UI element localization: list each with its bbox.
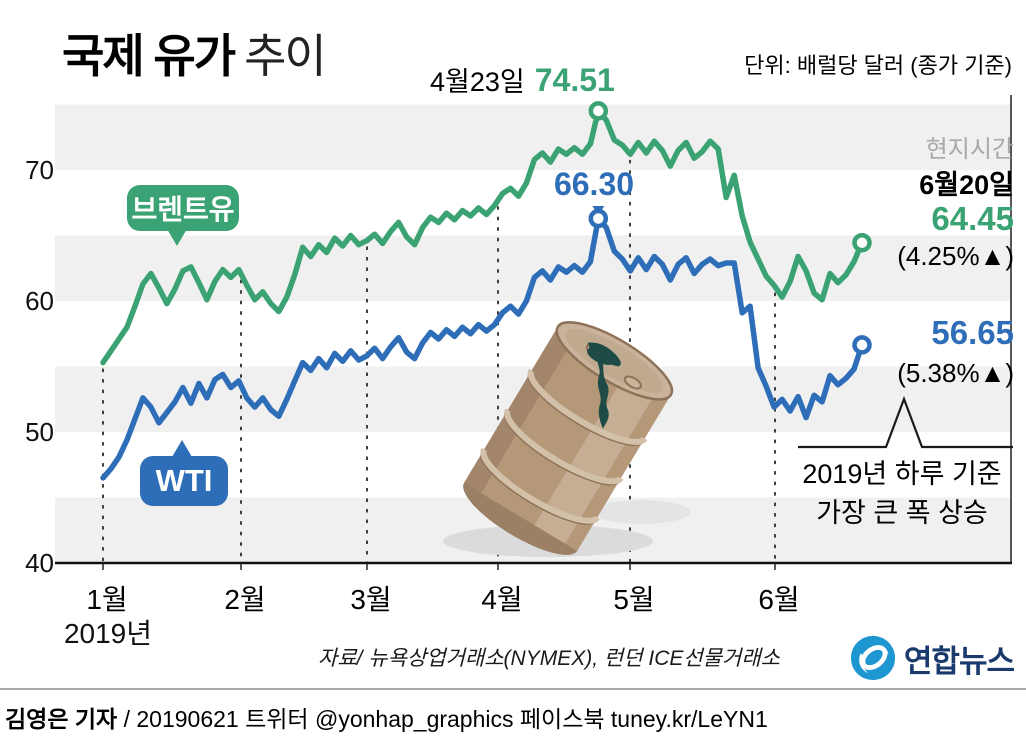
brent-series-badge: 브렌트유 (127, 185, 239, 246)
yonhap-logo: 연합뉴스 (848, 633, 1015, 683)
wti-badge-tail (172, 440, 192, 457)
y-tick-label: 50 (25, 417, 54, 447)
footer-divider (0, 688, 1026, 690)
local-time-label: 현지시간 (925, 136, 1014, 163)
unit-note: 단위: 배럴당 달러 (종가 기준) (744, 53, 1012, 78)
brent-peak-annotation: 4월23일 74.51 (430, 60, 615, 99)
footer-author: 김영은 기자 (5, 706, 118, 732)
biggest-gain-note-line1: 2019년 하루 기준 (802, 459, 1002, 489)
x-month-label: 1월 (86, 584, 128, 615)
wti-last-value: 56.65 (931, 314, 1014, 351)
peak-date-label: 4월23일 (430, 67, 525, 97)
brent-last-value: 64.45 (931, 200, 1014, 237)
x-month-label: 2월 (224, 584, 266, 615)
x-axis-year-label: 2019년 (63, 618, 153, 649)
brent-peak-value: 74.51 (534, 62, 615, 98)
oil-barrel-illustration (463, 321, 674, 555)
y-tick-label: 70 (25, 155, 54, 185)
footer-rest: / 20190621 트위터 @yonhap_graphics 페이스북 tun… (117, 706, 768, 732)
brent-badge-tail (167, 229, 187, 246)
source-note: 자료/ 뉴욕상업거래소(NYMEX), 런던 ICE선물거래소 (318, 647, 780, 670)
wti-badge-label: WTI (155, 463, 213, 498)
yonhap-logo-icon (850, 635, 896, 681)
yonhap-logo-text: 연합뉴스 (903, 643, 1015, 679)
x-month-label: 3월 (350, 584, 392, 615)
footer-credit: 김영은 기자 / 20190621 트위터 @yonhap_graphics 페… (5, 700, 768, 734)
brent-badge-label: 브렌트유 (131, 194, 235, 225)
y-tick-label: 60 (25, 286, 54, 316)
x-month-label: 6월 (758, 584, 800, 615)
title-bold: 국제 유가 (62, 30, 236, 82)
y-tick-label: 40 (25, 548, 54, 578)
wti-series-badge: WTI (140, 440, 228, 506)
title-light: 추이 (244, 30, 327, 82)
wti-peak-value: 66.30 (553, 166, 635, 202)
x-month-label: 4월 (481, 584, 523, 615)
brent-change-pct: (4.25%▲) (897, 241, 1014, 271)
page-title: 국제 유가 추이 (62, 20, 327, 86)
biggest-gain-note-line2: 가장 큰 폭 상승 (816, 498, 988, 528)
wti-change-pct: (5.38%▲) (897, 358, 1014, 388)
last-date-label: 6월20일 (919, 170, 1014, 200)
x-month-label: 5월 (613, 584, 655, 615)
